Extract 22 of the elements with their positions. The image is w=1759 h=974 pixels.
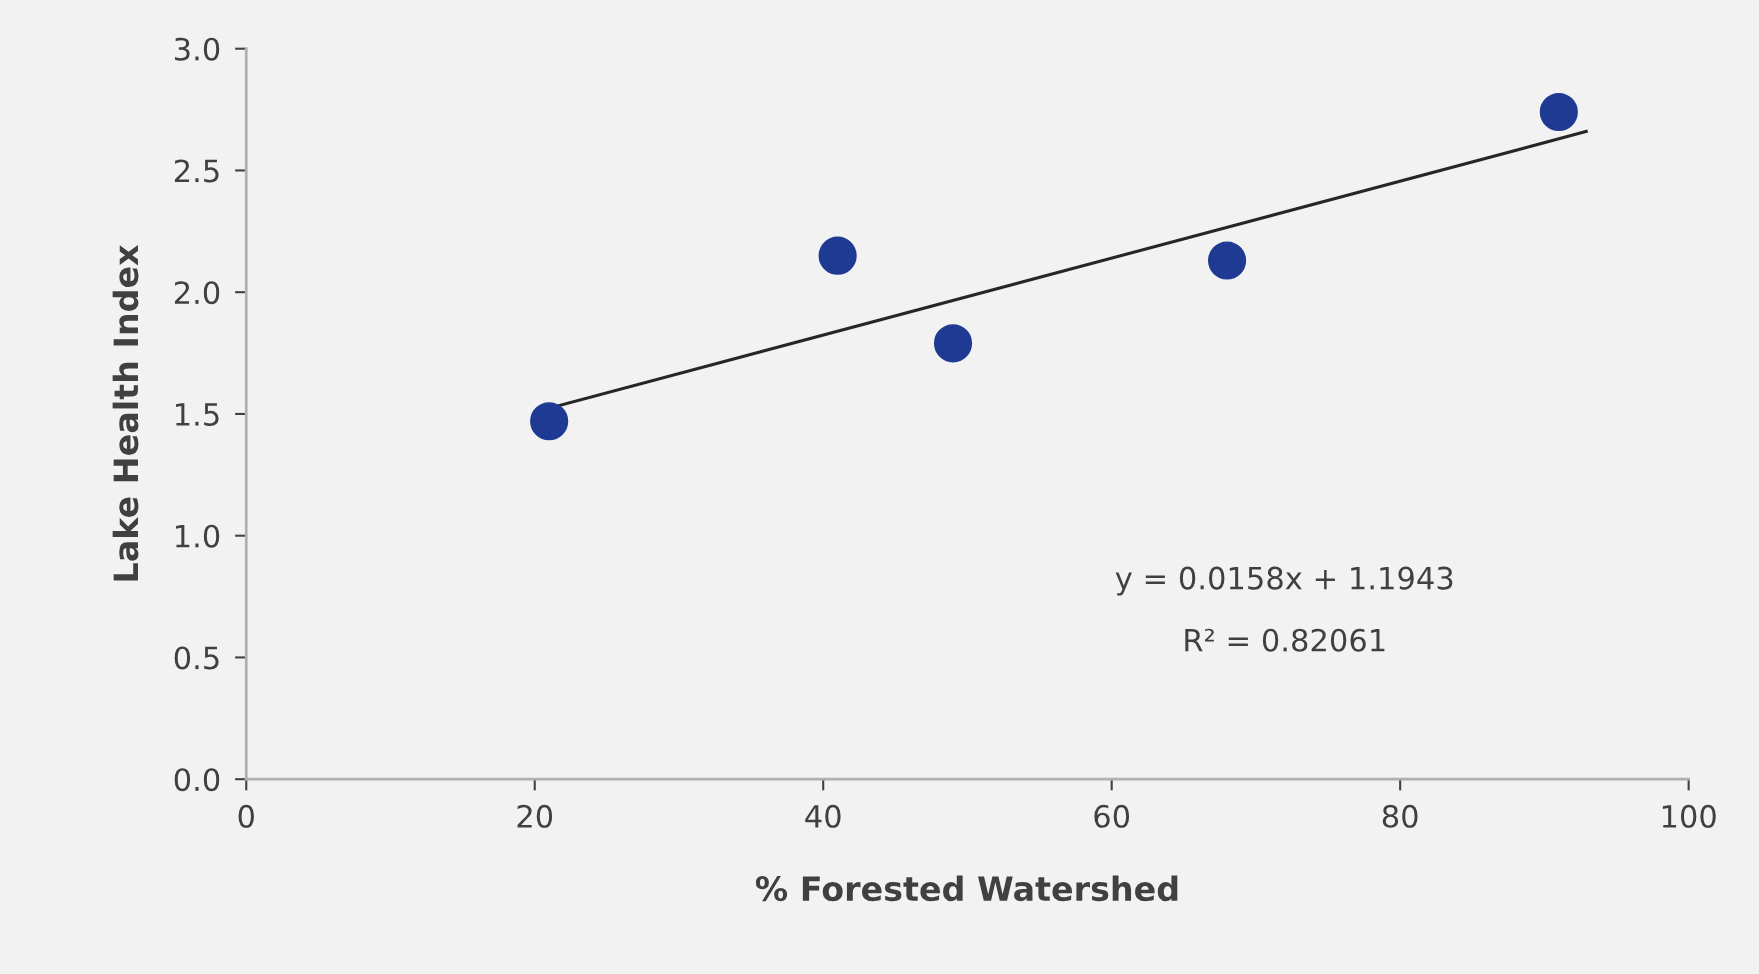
point bbox=[1539, 92, 1578, 132]
x-tick-label: 0 bbox=[238, 804, 254, 828]
x-tick-label: 100 bbox=[1662, 804, 1716, 828]
x-tick-label: 60 bbox=[1094, 804, 1130, 828]
x-tick-label: 20 bbox=[517, 804, 553, 828]
annotation: R² = 0.82061 bbox=[1185, 628, 1385, 652]
point bbox=[530, 402, 569, 441]
point bbox=[933, 324, 973, 363]
y-axis-title: Lake Health Index bbox=[112, 244, 139, 581]
x-tick-label: 80 bbox=[1382, 804, 1418, 828]
y-tick-label: 0.5 bbox=[174, 646, 219, 670]
point bbox=[818, 236, 857, 275]
y-tick-label: 1.5 bbox=[176, 403, 219, 426]
annotation: y = 0.0158x + 1.1943 bbox=[1115, 566, 1453, 596]
y-tick-label: 1.0 bbox=[176, 524, 220, 548]
x-tick-label: 40 bbox=[805, 804, 841, 828]
x-axis-title: % Forested Watershed bbox=[755, 875, 1178, 902]
y-tick-label: 0.0 bbox=[174, 768, 220, 792]
y-tick-label: 3.0 bbox=[175, 37, 220, 61]
point bbox=[1208, 241, 1247, 280]
y-tick-label: 2.5 bbox=[174, 159, 219, 183]
y-tick-label: 2.0 bbox=[174, 281, 220, 305]
